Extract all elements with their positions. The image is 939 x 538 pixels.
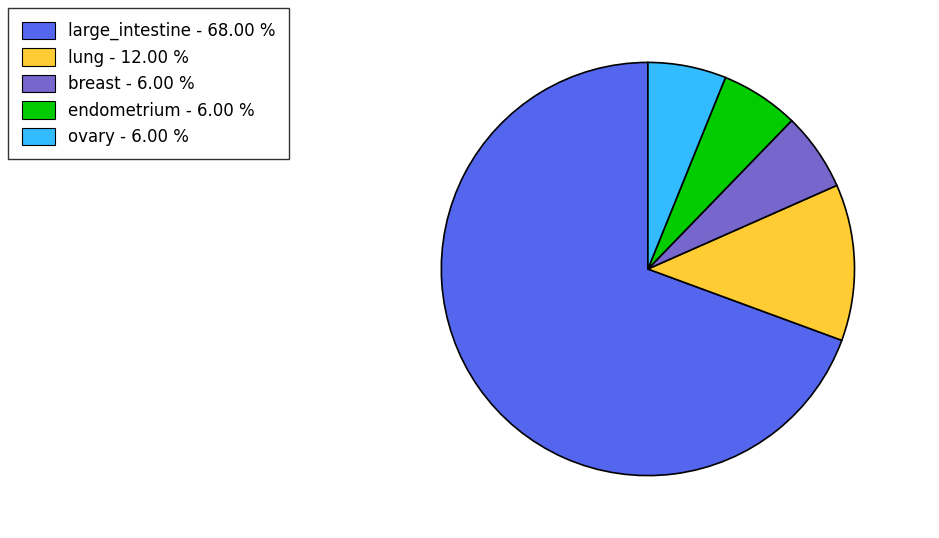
Wedge shape xyxy=(648,186,854,341)
Wedge shape xyxy=(648,77,792,269)
Wedge shape xyxy=(648,121,837,269)
Wedge shape xyxy=(441,62,841,476)
Legend: large_intestine - 68.00 %, lung - 12.00 %, breast - 6.00 %, endometrium - 6.00 %: large_intestine - 68.00 %, lung - 12.00 … xyxy=(8,8,289,159)
Wedge shape xyxy=(648,62,726,269)
